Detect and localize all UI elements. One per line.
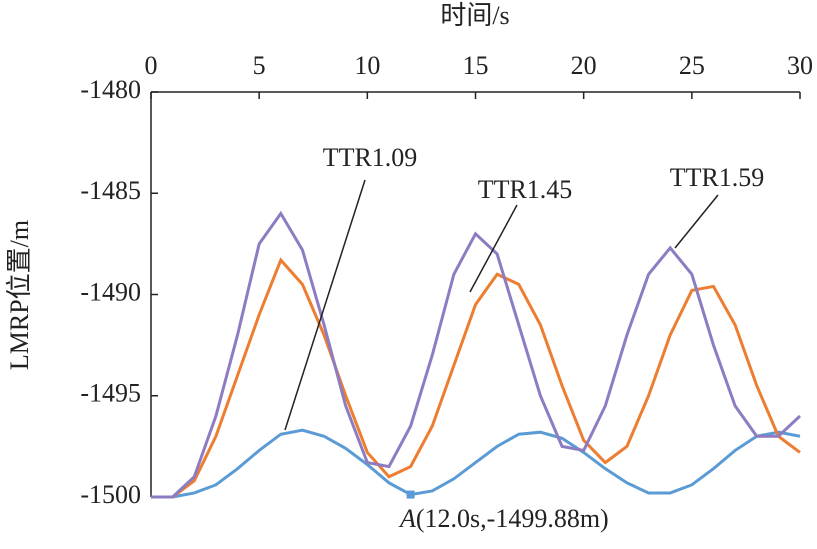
y-tick-label: -1485 — [80, 176, 141, 205]
point-marker — [406, 490, 415, 499]
x-tick-label: 20 — [571, 51, 597, 80]
leader-line — [674, 194, 719, 249]
y-tick-label: -1480 — [80, 75, 141, 104]
series-line — [151, 257, 801, 499]
x-tick-label: 5 — [253, 51, 266, 80]
x-tick-label: 25 — [679, 51, 705, 80]
series-line — [151, 428, 801, 499]
leader-line — [284, 179, 366, 431]
series-label: TTR1.45 — [478, 175, 573, 204]
point-label: (12.0s,-1499.88m) — [416, 504, 609, 533]
point-annotation: A(12.0s,-1499.88m) — [398, 504, 609, 533]
x-tick-label: 15 — [463, 51, 489, 80]
x-tick-label: 10 — [354, 51, 380, 80]
y-axis-label: LMRP位置/m — [5, 220, 34, 370]
y-tick-label: -1495 — [80, 379, 141, 408]
point-letter: A — [398, 504, 416, 533]
x-tick-label: 30 — [787, 51, 813, 80]
series-label: TTR1.09 — [323, 143, 418, 172]
x-axis-label: 时间/s — [440, 1, 509, 30]
series-line — [151, 210, 802, 499]
y-tick-label: -1500 — [80, 480, 141, 509]
leader-line — [469, 204, 518, 293]
y-tick-label: -1490 — [80, 277, 141, 306]
x-tick-label: 0 — [145, 51, 158, 80]
series-label: TTR1.59 — [670, 163, 765, 192]
